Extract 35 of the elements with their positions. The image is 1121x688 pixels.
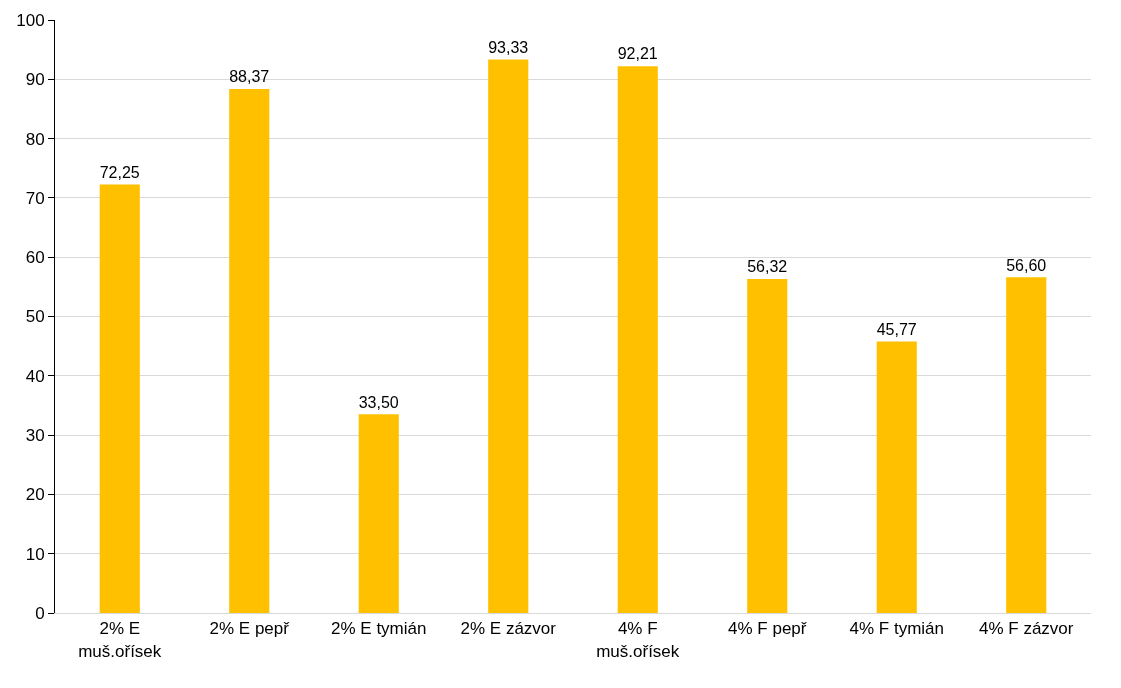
y-tick-label: 10 (25, 544, 45, 564)
y-tick-label: 80 (25, 129, 45, 149)
bar (99, 184, 140, 613)
y-tick-label: 40 (25, 366, 45, 386)
data-label: 45,77 (876, 319, 917, 338)
y-tick-label: 100 (16, 10, 45, 30)
bar (876, 341, 917, 613)
y-tick-label: 30 (25, 426, 45, 446)
y-tick-label: 50 (25, 307, 45, 327)
y-tick-label: 90 (25, 70, 45, 90)
data-label: 56,32 (747, 257, 788, 276)
x-tick-label: 4% F pepř (728, 619, 807, 639)
x-tick-label: 2% E tymián (331, 619, 427, 639)
data-label: 88,37 (229, 67, 270, 86)
y-tick-label: 60 (25, 248, 45, 268)
x-tick-label: 2% E zázvor (460, 619, 557, 639)
data-label: 93,33 (488, 37, 529, 56)
y-tick-label: 0 (35, 603, 45, 623)
x-tick-label: 4% F muš.ořísek (596, 619, 680, 661)
x-tick-label: 4% F tymián (849, 619, 944, 639)
data-label: 92,21 (617, 44, 658, 63)
bar (488, 59, 529, 613)
x-tick-label: 2% E pepř (209, 619, 290, 639)
x-tick-label: 2% E muš.ořísek (78, 619, 162, 661)
y-tick-label: 20 (25, 485, 45, 505)
bar (1006, 277, 1047, 613)
data-label: 33,50 (358, 392, 399, 411)
y-tick-label: 70 (25, 188, 45, 208)
bar (617, 66, 658, 613)
data-label: 56,60 (1006, 255, 1047, 274)
bar (747, 279, 788, 613)
bar (358, 414, 399, 613)
bar (229, 88, 270, 613)
x-tick-label: 4% F zázvor (979, 619, 1074, 639)
data-label: 72,25 (99, 162, 140, 181)
